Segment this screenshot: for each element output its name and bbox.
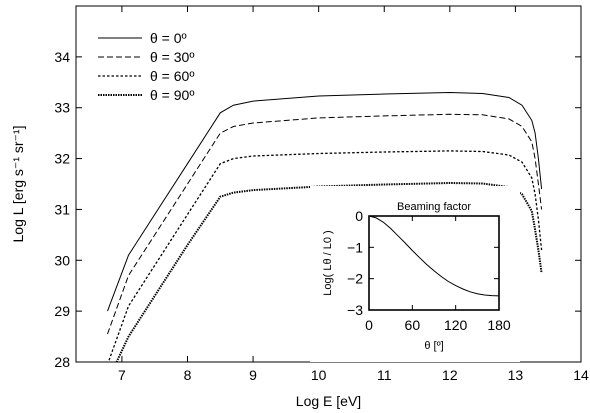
y-tick-label: 30 <box>54 252 70 268</box>
legend: θ = 0º θ = 30º θ = 60º θ = 90º <box>98 30 194 103</box>
y-tick-label: 33 <box>54 100 70 116</box>
y-tick-label: 34 <box>54 49 70 65</box>
inset-series-line-0 <box>368 215 500 297</box>
inset-y-tick-label: −2 <box>347 271 363 287</box>
series-line-0 <box>107 91 543 312</box>
y-tick-label: 31 <box>54 201 70 217</box>
x-tick-label: 13 <box>508 367 524 383</box>
inset-x-tick-label: 120 <box>444 317 468 333</box>
legend-label-2: θ = 60º <box>150 68 194 84</box>
main-plot: 7 8 9 10 11 12 13 14 28 29 30 31 32 33 34 Log E [eV] Log… <box>10 5 589 409</box>
inset-y-tick-label: 0 <box>355 208 363 224</box>
x-tick-label: 7 <box>118 367 126 383</box>
inset-y-tick-label: −3 <box>347 302 363 318</box>
inset-title: Beaming factor <box>397 201 471 213</box>
inset-x-tick-label: 60 <box>405 317 421 333</box>
series-line-3 <box>115 181 543 362</box>
legend-label-0: θ = 0º <box>150 30 187 46</box>
y-axis-label: Log L [erg s⁻¹ sr⁻¹] <box>10 126 26 243</box>
y-tick-label: 32 <box>54 151 70 167</box>
y-tick-label: 29 <box>54 303 70 319</box>
inset-y-axis-label: Log( Lθ / L0 ) <box>322 230 334 295</box>
x-axis-label: Log E [eV] <box>296 393 361 409</box>
x-tick-label: 14 <box>573 367 589 383</box>
legend-label-1: θ = 30º <box>150 49 194 65</box>
series-line-2 <box>107 150 543 362</box>
y-tick-label: 28 <box>54 354 70 370</box>
x-tick-label: 12 <box>442 367 458 383</box>
inset-plot-frame <box>368 215 500 311</box>
x-tick-label: 8 <box>184 367 192 383</box>
x-tick-label: 9 <box>249 367 257 383</box>
inset-x-tick-label: 0 <box>365 317 373 333</box>
series-line-1 <box>107 113 543 335</box>
inset-x-axis-label: θ [º] <box>424 340 443 352</box>
x-tick-label: 10 <box>311 367 327 383</box>
x-tick-label: 11 <box>377 367 392 383</box>
inset-y-tick-label: −1 <box>347 239 363 255</box>
legend-label-3: θ = 90º <box>150 87 194 103</box>
inset-x-tick-label: 180 <box>487 317 511 333</box>
inset-plot: 0 60 120 180 0 −1 −2 −3 Beaming factor θ [º] Log( … <box>310 186 520 362</box>
